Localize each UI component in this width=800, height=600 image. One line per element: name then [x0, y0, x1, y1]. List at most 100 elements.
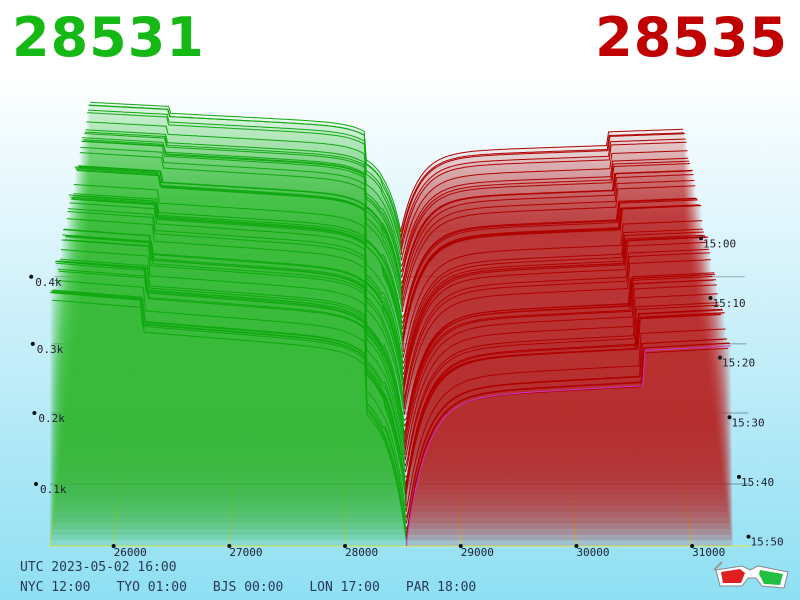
x-tick-mark [574, 544, 579, 548]
ask-depth-line [402, 198, 698, 324]
bid-depth-line [86, 121, 402, 261]
ask-depth-line [400, 132, 684, 238]
bid-depth-line [60, 249, 406, 461]
ask-depth-line [405, 312, 725, 506]
bid-depth-line [87, 109, 402, 250]
x-tick-mark [111, 544, 116, 548]
bid-depth-line [84, 133, 403, 278]
bid-depth-line [63, 229, 406, 444]
bid-depth-line [62, 234, 406, 449]
ask-depth-line [402, 228, 704, 364]
time-tick-mark [727, 415, 732, 420]
bid-depth-line [88, 104, 402, 244]
bid-depth-line [55, 260, 407, 507]
x-tick-mark [227, 544, 232, 548]
bid-depth-line [83, 140, 402, 284]
3d-glasses-icon[interactable] [712, 556, 792, 592]
bid-depth-line [70, 196, 405, 387]
ask-depth-line [401, 179, 695, 307]
ask-depth-line [406, 345, 731, 546]
ask-depth-line [403, 236, 709, 398]
ask-depth-line [405, 309, 723, 495]
bid-depth-line [64, 239, 405, 433]
ask-depth-line [405, 308, 723, 489]
ask-depth-line [403, 248, 710, 404]
bid-depth-line [85, 129, 402, 267]
bid-depth-line [68, 208, 405, 404]
ask-depth-line [401, 163, 691, 278]
ask-depth-line [400, 150, 688, 261]
time-tick-label: 15:20 [722, 357, 755, 370]
bid-depth-line [69, 202, 405, 392]
x-tick-label: 28000 [345, 546, 378, 559]
time-tick-mark [708, 295, 713, 300]
bid-depth-line [49, 292, 408, 547]
y-tick-mark [29, 274, 34, 279]
ask-price: 28535 [595, 6, 788, 69]
bid-depth-line [56, 260, 407, 495]
ask-depth-line [401, 174, 694, 301]
ask-depth-line [403, 252, 710, 409]
bid-depth-line [67, 211, 405, 410]
time-tick-mark [699, 236, 703, 241]
clock-par: PAR 18:00 [405, 580, 477, 595]
clock-nyc: NYC 12:00 [20, 580, 91, 595]
time-tick-mark [737, 474, 741, 479]
world-clock-row: NYC 12:00 TYO 01:00 BJS 00:00 LON 17:00 PAR … [20, 580, 502, 595]
x-tick-label: 30000 [576, 546, 609, 559]
bid-depth-line [68, 194, 405, 398]
bid-depth-line [55, 262, 407, 501]
bid-depth-line [61, 239, 406, 455]
bid-depth-line [50, 290, 408, 541]
bid-depth-line [54, 279, 407, 512]
time-tick-label: 15:40 [741, 476, 774, 489]
clock-bjs: BJS 00:00 [212, 580, 284, 595]
bid-price: 28531 [12, 6, 205, 69]
y-tick-mark [32, 410, 37, 415]
ask-area [406, 345, 733, 546]
x-tick-label: 27000 [229, 546, 262, 559]
ask-depth-line [405, 328, 726, 512]
bid-depth-line [74, 166, 404, 352]
time-tick-label: 15:30 [732, 416, 765, 429]
y-tick-mark [30, 341, 35, 346]
bid-depth-line [79, 152, 403, 312]
x-tick-mark [690, 544, 695, 548]
ask-depth-line [403, 234, 705, 375]
ask-depth-line [401, 169, 693, 295]
bid-depth-line [58, 270, 406, 478]
bid-area [50, 292, 407, 546]
time-tick-label: 15:50 [751, 536, 784, 549]
ask-depth-line [404, 273, 716, 444]
bid-depth-line [73, 184, 404, 358]
bid-depth-line [66, 218, 405, 415]
ask-depth-line [404, 302, 719, 467]
bid-depth-line [76, 169, 404, 341]
y-tick-label: 0.2k [38, 412, 65, 425]
y-tick-label: 0.3k [37, 343, 64, 356]
ask-depth-line [403, 259, 711, 415]
ask-depth-line [401, 197, 697, 318]
bid-depth-line [87, 112, 402, 255]
bid-depth-line [84, 131, 403, 273]
time-tick-mark [746, 534, 751, 539]
ask-depth-line [400, 141, 687, 255]
clock-lon: LON 17:00 [309, 580, 380, 595]
bid-depth-line [57, 268, 406, 484]
ask-depth-line [406, 342, 730, 541]
ask-depth-line [405, 338, 728, 524]
bid-depth-line [73, 193, 404, 364]
bid-depth-line [81, 140, 403, 301]
ask-depth-line [401, 157, 689, 267]
bid-depth-line [82, 139, 403, 290]
bid-depth-line [65, 235, 405, 421]
ask-depth-line [402, 220, 703, 358]
time-tick-label: 15:00 [703, 237, 736, 250]
ask-depth-line [400, 128, 684, 232]
bid-depth-line [60, 258, 406, 467]
bid-depth-line [77, 165, 404, 330]
ask-depth-line [402, 205, 702, 352]
ask-depth-line [401, 160, 690, 273]
ask-depth-line [400, 138, 686, 250]
time-tick-label: 15:10 [713, 297, 746, 310]
